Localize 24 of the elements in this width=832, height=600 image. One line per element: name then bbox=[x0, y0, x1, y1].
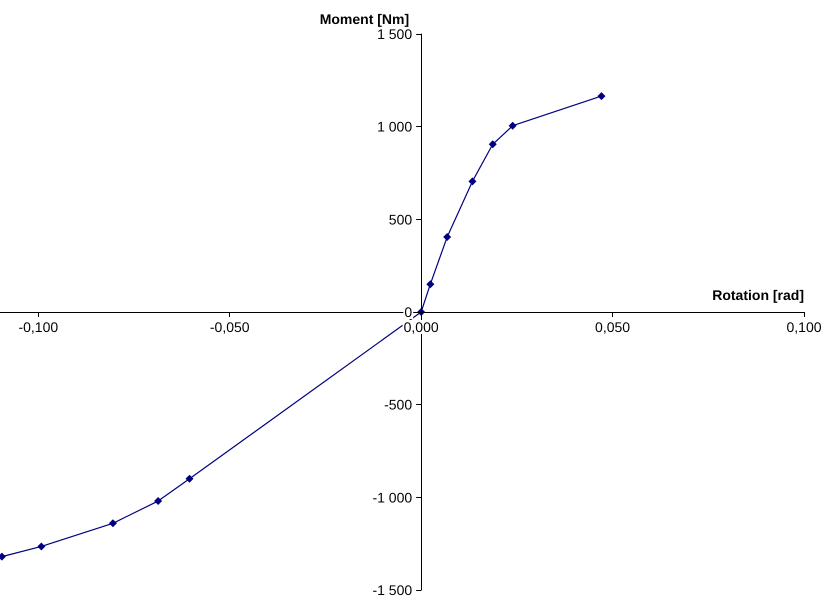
y-tick-label: 500 bbox=[388, 211, 412, 228]
point bbox=[426, 280, 434, 288]
x-tick-label: 0,050 bbox=[595, 319, 630, 335]
x-tick-label: 0,100 bbox=[786, 319, 822, 335]
y-tick-label: -1 000 bbox=[372, 489, 412, 506]
y-tick-label: -500 bbox=[384, 396, 412, 413]
y-axis-title: Moment [Nm] bbox=[320, 11, 410, 27]
x-axis-title: Rotation [rad] bbox=[712, 287, 804, 303]
y-tick-label: -1 500 bbox=[372, 582, 412, 598]
x-tick-label: -0,100 bbox=[18, 319, 58, 335]
y-tick-label: 0 bbox=[404, 304, 412, 320]
point bbox=[488, 140, 497, 148]
x-tick-label: 0,000 bbox=[404, 319, 439, 335]
point bbox=[468, 177, 476, 186]
y-tick-label: 1 000 bbox=[377, 118, 412, 135]
x-tick-label: -0,050 bbox=[210, 319, 250, 335]
point bbox=[154, 497, 162, 506]
point bbox=[108, 519, 117, 528]
y-tick-label: 1 500 bbox=[377, 26, 412, 42]
point bbox=[597, 92, 606, 100]
point bbox=[186, 474, 194, 483]
point bbox=[508, 122, 517, 130]
point bbox=[443, 232, 452, 241]
point bbox=[37, 542, 46, 550]
